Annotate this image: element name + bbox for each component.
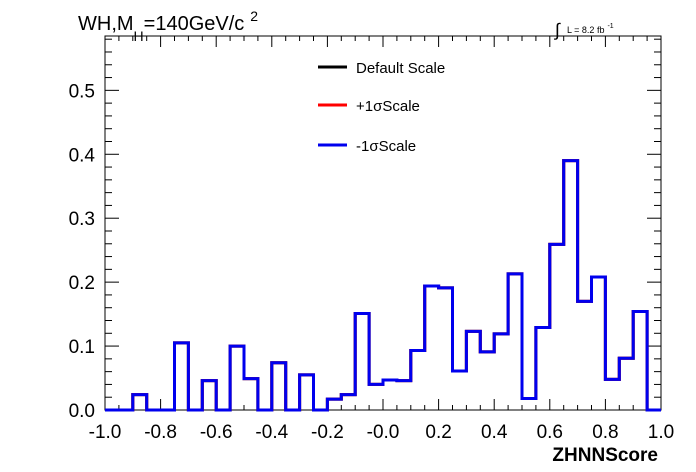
x-tick-label: -0.2: [311, 422, 344, 443]
series-line-3: [105, 159, 661, 412]
luminosity-integral: ∫: [553, 20, 561, 40]
luminosity-label: L = 8.2 fb -1: [567, 23, 614, 35]
luminosity-superscript: -1: [607, 23, 613, 30]
legend-label: -1σScale: [356, 138, 416, 155]
x-tick-label: 0.2: [425, 422, 451, 443]
x-tick-label: 1.0: [648, 422, 674, 443]
y-tick-label: 0.3: [69, 209, 95, 230]
x-tick-label: -0.0: [367, 422, 400, 443]
x-tick-label: -0.4: [255, 422, 288, 443]
x-tick-label: 0.8: [592, 422, 618, 443]
y-tick-label: 0.0: [69, 401, 95, 422]
x-tick-label: -0.8: [144, 422, 177, 443]
x-tick-label: -1.0: [89, 422, 122, 443]
y-tick-label: 0.1: [69, 337, 95, 358]
y-tick-label: 0.4: [69, 145, 96, 166]
x-tick-label: -0.6: [200, 422, 233, 443]
title-superscript: 2: [250, 8, 258, 24]
x-axis-label: ZHNNScore: [552, 445, 658, 466]
title-subscript: H: [134, 28, 144, 44]
x-tick-label: 0.6: [537, 422, 563, 443]
legend-label: +1σScale: [356, 98, 420, 115]
legend-label: Default Scale: [356, 60, 445, 77]
y-tick-label: 0.5: [69, 81, 95, 102]
x-axis: -1.0 -0.8 -0.6 -0.4 -0.2 -0.0 0.2 0.4 0.6 0.8 1.0: [89, 36, 674, 443]
y-tick-label: 0.2: [69, 273, 95, 294]
chart-title: WH,MH=140GeV/c 2: [78, 8, 258, 44]
title-main: =140GeV/c: [144, 13, 245, 35]
x-tick-label: 0.4: [481, 422, 508, 443]
title-prefix: WH,M: [78, 13, 134, 35]
series-layer: [105, 159, 661, 412]
y-axis: 0.0 0.1 0.2 0.3 0.4 0.5: [69, 38, 661, 422]
luminosity-text: L = 8.2 fb: [567, 25, 604, 35]
legend: Default Scale +1σScale -1σScale: [318, 60, 445, 155]
